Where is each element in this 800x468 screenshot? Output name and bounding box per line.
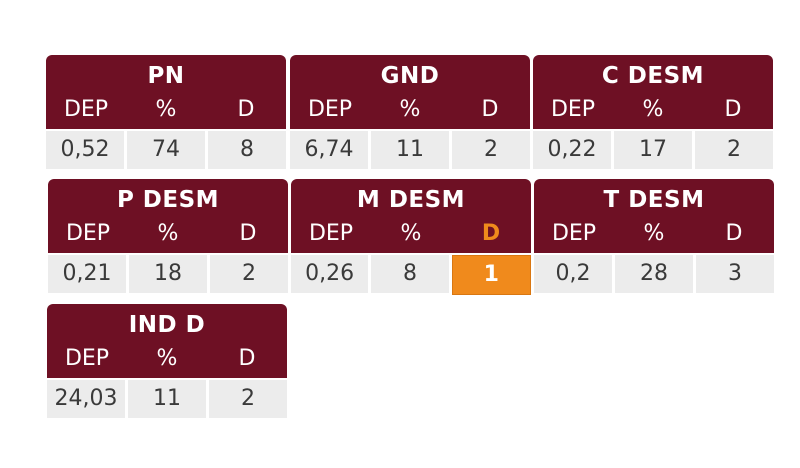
card-header: GND DEP % D	[290, 55, 530, 129]
value-dep: 0,2	[534, 255, 612, 293]
value-d: 2	[452, 131, 530, 169]
card-title: T DESM	[603, 187, 705, 213]
label-percent: %	[642, 97, 664, 122]
value-d: 2	[210, 255, 288, 293]
label-d: D	[725, 221, 743, 246]
value-percent: 18	[129, 255, 207, 293]
column-labels: DEP % D	[47, 344, 287, 378]
value-d: 2	[209, 380, 287, 418]
label-d-highlighted: D	[481, 221, 501, 246]
card-gnd: GND DEP % D 6,74 11 2	[290, 55, 530, 169]
value-d: 8	[208, 131, 286, 169]
card-ind-d: IND D DEP % D 24,03 11 2	[47, 304, 287, 418]
card-header: M DESM DEP % D	[291, 179, 531, 253]
card-header: IND D DEP % D	[47, 304, 287, 378]
value-row: 0,22 17 2	[533, 131, 773, 169]
value-row: 0,52 74 8	[46, 131, 286, 169]
label-dep: DEP	[64, 346, 110, 371]
card-title: GND	[380, 63, 440, 89]
column-labels: DEP % D	[533, 95, 773, 129]
card-header: T DESM DEP % D	[534, 179, 774, 253]
card-title: PN	[147, 63, 185, 89]
value-percent: 28	[615, 255, 693, 293]
column-labels: DEP % D	[48, 219, 288, 253]
label-percent: %	[399, 97, 421, 122]
card-c-desm: C DESM DEP % D 0,22 17 2	[533, 55, 773, 169]
value-percent: 8	[371, 255, 449, 293]
label-d: D	[724, 97, 742, 122]
value-row: 0,21 18 2	[48, 255, 288, 293]
label-d: D	[238, 346, 256, 371]
card-header: C DESM DEP % D	[533, 55, 773, 129]
label-d: D	[481, 97, 499, 122]
card-header: P DESM DEP % D	[48, 179, 288, 253]
label-percent: %	[643, 221, 665, 246]
value-percent: 11	[128, 380, 206, 418]
card-title: P DESM	[116, 187, 220, 213]
value-row: 0,26 8 1	[291, 255, 531, 295]
card-p-desm: P DESM DEP % D 0,21 18 2	[48, 179, 288, 293]
value-dep: 0,26	[291, 255, 369, 293]
value-row: 24,03 11 2	[47, 380, 287, 418]
value-percent: 74	[127, 131, 205, 169]
column-labels: DEP % D	[290, 95, 530, 129]
card-title: C DESM	[601, 63, 705, 89]
card-title: M DESM	[356, 187, 466, 213]
label-dep: DEP	[551, 221, 597, 246]
label-percent: %	[400, 221, 422, 246]
card-pn: PN DEP % D 0,52 74 8	[46, 55, 286, 169]
card-title: IND D	[128, 312, 206, 338]
value-row: 6,74 11 2	[290, 131, 530, 169]
card-t-desm: T DESM DEP % D 0,2 28 3	[534, 179, 774, 293]
value-percent: 11	[371, 131, 449, 169]
label-dep: DEP	[65, 221, 111, 246]
value-d: 3	[696, 255, 774, 293]
column-labels: DEP % D	[46, 95, 286, 129]
card-header: PN DEP % D	[46, 55, 286, 129]
label-percent: %	[157, 221, 179, 246]
value-percent: 17	[614, 131, 692, 169]
label-d: D	[237, 97, 255, 122]
label-dep: DEP	[307, 97, 353, 122]
value-dep: 6,74	[290, 131, 368, 169]
label-dep: DEP	[63, 97, 109, 122]
column-labels: DEP % D	[534, 219, 774, 253]
label-dep: DEP	[308, 221, 354, 246]
card-m-desm: M DESM DEP % D 0,26 8 1	[291, 179, 531, 295]
value-d-highlighted: 1	[451, 255, 531, 295]
value-d: 2	[695, 131, 773, 169]
value-dep: 0,22	[533, 131, 611, 169]
value-dep: 0,52	[46, 131, 124, 169]
value-dep: 24,03	[47, 380, 125, 418]
label-percent: %	[156, 346, 178, 371]
value-dep: 0,21	[48, 255, 126, 293]
label-d: D	[239, 221, 257, 246]
label-dep: DEP	[550, 97, 596, 122]
label-percent: %	[155, 97, 177, 122]
value-row: 0,2 28 3	[534, 255, 774, 293]
column-labels: DEP % D	[291, 219, 531, 253]
